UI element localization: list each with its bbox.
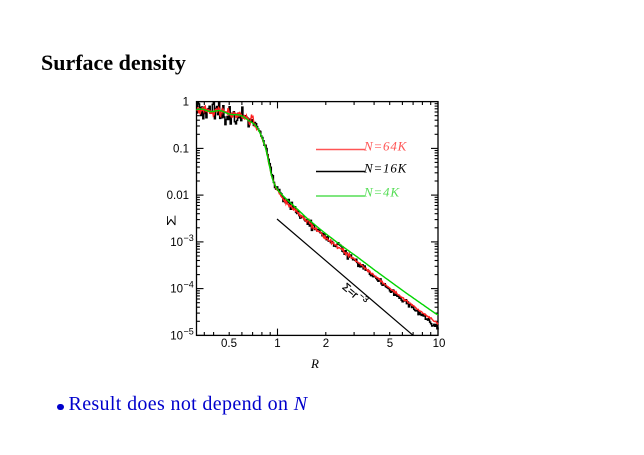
svg-text:Σ: Σ (165, 215, 178, 226)
svg-text:0.1: 0.1 (173, 143, 189, 155)
svg-text:−3: −3 (184, 233, 194, 243)
svg-text:0.5: 0.5 (221, 338, 237, 350)
svg-text:−4: −4 (184, 280, 194, 290)
svg-text:0.01: 0.01 (167, 190, 189, 202)
svg-text:N=16K: N=16K (363, 161, 408, 176)
svg-text:2: 2 (323, 338, 329, 350)
svg-text:10: 10 (170, 284, 183, 296)
svg-text:10: 10 (170, 237, 183, 249)
svg-text:1: 1 (183, 97, 189, 109)
svg-text:10: 10 (433, 338, 446, 350)
svg-text:N=64K: N=64K (363, 139, 408, 154)
svg-text:Σ=r: Σ=r (340, 281, 361, 301)
svg-text:R: R (310, 356, 319, 371)
svg-text:10: 10 (170, 330, 183, 342)
svg-text:−5: −5 (184, 327, 194, 337)
svg-text:N=4K: N=4K (363, 185, 400, 200)
svg-text:1: 1 (274, 338, 280, 350)
svg-text:5: 5 (387, 338, 393, 350)
